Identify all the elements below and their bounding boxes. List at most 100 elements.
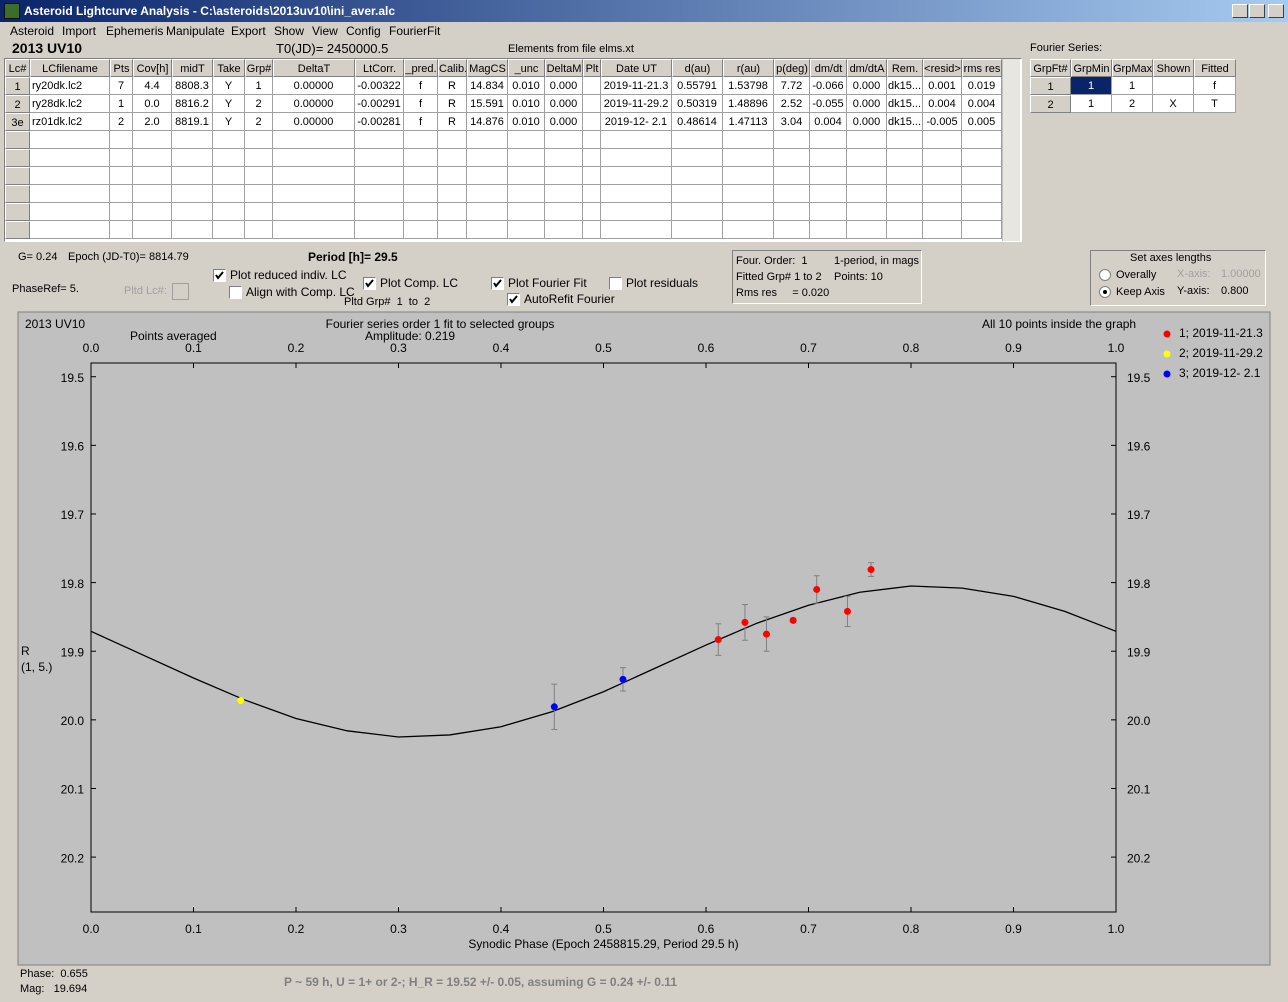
menu-item[interactable]: Ephemeris [106,24,164,38]
row-header[interactable] [5,149,30,167]
table-cell [810,131,847,149]
row-header[interactable]: 2 [1030,95,1071,113]
checkbox[interactable] [609,277,622,290]
column-header[interactable]: GrpMin [1071,59,1112,77]
checkbox[interactable] [507,293,520,306]
column-header[interactable]: Shown [1153,59,1194,77]
info-line: Points: 10 [834,271,883,283]
column-header[interactable]: Grp# [245,59,273,77]
column-header[interactable]: Lc# [5,59,30,77]
checkbox-label[interactable]: Plot reduced indiv. LC [230,268,347,282]
table-cell: 7 [110,77,133,95]
column-header[interactable]: dm/dt [810,59,847,77]
menu-item[interactable]: Show [274,24,305,38]
column-header[interactable]: r(au) [723,59,774,77]
menu-item[interactable]: View [312,24,338,38]
column-header[interactable]: p(deg) [774,59,810,77]
legend-label: 3; 2019-12- 2.1 [1179,366,1261,380]
table-cell: -0.066 [810,77,847,95]
column-header[interactable]: MagCS [467,59,508,77]
column-header[interactable]: Take [213,59,245,77]
menu-item[interactable]: Manipulate [166,24,225,38]
menu-item[interactable]: Asteroid [10,24,55,38]
column-header[interactable]: midT [172,59,213,77]
table-cell [774,149,810,167]
table-cell [545,131,583,149]
row-header[interactable]: 3e [5,113,30,131]
checkbox[interactable] [363,277,376,290]
column-header[interactable]: GrpMax [1112,59,1153,77]
column-header[interactable]: dm/dtA [847,59,887,77]
scrollbar[interactable] [1002,59,1020,241]
row-header[interactable]: 1 [1030,77,1071,95]
checkbox[interactable] [213,269,226,282]
column-header[interactable]: _unc [508,59,545,77]
table-cell [172,149,213,167]
menu-item[interactable]: FourierFit [389,24,441,38]
checkbox[interactable] [229,286,242,299]
table-cell: 14.834 [467,77,508,95]
data-point [789,616,797,624]
column-header[interactable]: Fitted [1194,59,1236,77]
checkbox[interactable] [491,277,504,290]
column-header[interactable]: Rem. [887,59,923,77]
column-header[interactable]: DeltaT [273,59,355,77]
column-header[interactable]: Cov[h] [133,59,172,77]
checkbox-label[interactable]: AutoRefit Fourier [524,292,615,306]
radio[interactable] [1099,286,1111,298]
checkbox-label[interactable]: Align with Comp. LC [246,285,355,299]
info-box [732,250,922,304]
table-cell: 0.000 [545,113,583,131]
close-button[interactable] [1268,4,1284,18]
table-cell [273,167,355,185]
menu-item[interactable]: Config [346,24,381,38]
checkbox-label[interactable]: Plot Fourier Fit [508,276,587,290]
table-cell: 1.47113 [723,113,774,131]
row-header[interactable]: 2 [5,95,30,113]
x-tick-label: 0.0 [83,341,100,355]
row-header[interactable]: 1 [5,77,30,95]
table-cell [172,221,213,239]
x-tick-label: 0.8 [903,922,920,936]
radio[interactable] [1099,269,1111,281]
maximize-button[interactable] [1249,4,1265,18]
column-header[interactable]: Calib. [438,59,467,77]
row-header[interactable] [5,131,30,149]
menu-item[interactable]: Import [62,24,97,38]
table-cell: Y [213,95,245,113]
data-point [762,630,770,638]
column-header[interactable]: Plt [583,59,601,77]
table-cell: 1 [1071,95,1112,113]
column-header[interactable]: LCfilename [30,59,110,77]
menu-item[interactable]: Export [231,24,266,38]
column-header[interactable]: _pred. [404,59,438,77]
data-point [813,585,821,593]
table-cell [1153,77,1194,95]
minimize-button[interactable] [1232,4,1248,18]
radio-label[interactable]: Overally [1116,269,1157,281]
radio-label[interactable]: Keep Axis [1116,286,1165,298]
column-header[interactable]: Pts [110,59,133,77]
column-header[interactable]: GrpFt# [1030,59,1071,77]
table-cell [774,221,810,239]
checkbox-label[interactable]: Plot Comp. LC [380,276,459,290]
annotation: Fourier series order 1 fit to selected g… [326,317,555,331]
row-header[interactable] [5,221,30,239]
column-header[interactable]: d(au) [672,59,723,77]
table-cell [723,167,774,185]
column-header[interactable]: rms res [962,59,1002,77]
row-header[interactable] [5,167,30,185]
column-header[interactable]: LtCorr. [355,59,404,77]
row-header[interactable] [5,185,30,203]
column-header[interactable]: DeltaM [545,59,583,77]
y-tick-label: 19.6 [1127,440,1151,454]
spinner[interactable] [172,283,189,300]
table-cell: f [404,113,438,131]
column-header[interactable]: <resid> [923,59,962,77]
table-cell: 14.876 [467,113,508,131]
x-tick-label: 0.8 [903,341,920,355]
row-header[interactable] [5,203,30,221]
column-header[interactable]: Date UT [601,59,672,77]
checkbox-label[interactable]: Plot residuals [626,276,699,290]
